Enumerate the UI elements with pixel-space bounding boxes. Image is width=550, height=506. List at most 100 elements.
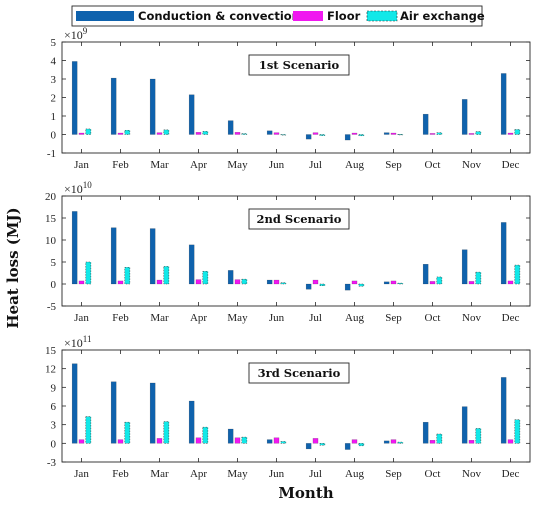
bar-conduction-aug [344,443,351,450]
bar-conduction-mar [149,228,156,285]
bar-conduction-mar [149,382,156,444]
bar-conduction-feb [110,227,117,285]
y-tick-label: 0 [51,279,57,291]
bar-air-oct [436,132,443,135]
bar-floor-dec [507,280,514,285]
bar-floor-oct [429,281,436,285]
x-tick-label-feb: Feb [112,312,129,324]
x-tick-label-apr: Apr [190,159,207,171]
panel-2nd-scenario: -5 0 5 10 15 20 ×1010 Jan Feb Mar Apr May Jun Jul Aug S… [45,180,531,324]
bar-air-aug [358,443,365,447]
bar-floor-jul [312,132,319,135]
bar-floor-feb [117,280,124,285]
bar-floor-jun [273,132,280,135]
y-tick-label: -5 [47,301,57,313]
bar-air-nov [475,428,482,444]
y-tick-label: 15 [45,213,57,225]
y-multiplier: ×1010 [64,180,92,196]
x-tick-label-aug: Aug [345,468,364,480]
x-tick-label-aug: Aug [345,159,364,171]
bar-floor-nov [468,133,475,135]
bar-floor-mar [156,132,163,135]
legend-swatch-floor [293,11,323,21]
legend-label-conduction: Conduction & convection [138,9,300,23]
bar-air-feb [124,421,131,444]
scenario-title-box-3rd [248,362,350,384]
scenario-title-box-1st [248,54,350,76]
bar-air-feb [124,267,131,285]
y-multiplier: ×109 [64,26,88,42]
bar-floor-apr [195,132,202,135]
bar-floor-feb [117,439,124,444]
plot-frame [61,195,531,307]
y-tick-label: -1 [47,148,56,160]
bar-floor-may [234,279,241,285]
bar-floor-jan [78,439,85,444]
x-tick-label-apr: Apr [190,312,207,324]
bar-floor-sep [390,439,397,444]
bar-floor-aug [351,280,358,285]
panel-1st-scenario: -1 0 1 2 3 4 5 ×109 Jan Feb Mar Apr May Jun Jul Aug Sep O… [47,26,531,171]
x-tick-label-nov: Nov [462,468,481,480]
bar-air-apr [202,131,209,135]
legend-swatch-air [366,10,398,22]
bar-air-jun [280,134,287,136]
x-tick-label-jul: Jul [309,312,322,324]
bar-conduction-jul [305,283,312,290]
bar-air-apr [202,426,209,444]
bar-air-sep [397,282,404,285]
x-tick-label-jun: Jun [269,159,285,171]
bar-air-nov [475,131,482,135]
bar-conduction-jun [266,439,273,444]
bar-air-aug [358,134,365,137]
x-tick-label-oct: Oct [425,159,441,171]
scenario-title-1st: 1st Scenario [259,58,340,72]
x-tick-label-jul: Jul [309,468,322,480]
bar-floor-mar [156,438,163,444]
bar-conduction-jul [305,443,312,450]
bar-conduction-dec [500,222,507,285]
x-tick-label-jul: Jul [309,159,322,171]
x-tick-label-feb: Feb [112,159,129,171]
bar-conduction-nov [461,406,468,444]
y-tick-label: 15 [45,345,57,357]
bar-conduction-sep [383,132,390,135]
legend-swatch-conduction [76,11,134,21]
bar-conduction-apr [188,244,195,285]
y-tick-label: 12 [45,364,56,376]
bar-floor-apr [195,279,202,285]
bar-floor-oct [429,133,436,135]
x-tick-label-dec: Dec [502,159,520,171]
bar-air-dec [514,129,521,135]
bar-conduction-mar [149,78,156,135]
panel-3rd-scenario: -3 0 3 6 9 12 15 ×1011 Jan Feb Mar Apr May Jun Jul Aug S… [45,334,531,480]
bar-air-nov [475,271,482,285]
x-tick-label-aug: Aug [345,312,364,324]
bar-conduction-jan [71,211,78,285]
bar-conduction-jun [266,130,273,135]
x-tick-label-oct: Oct [425,312,441,324]
bar-floor-aug [351,439,358,444]
x-tick-label-jan: Jan [74,159,89,171]
bar-conduction-jan [71,61,78,135]
x-tick-label-oct: Oct [425,468,441,480]
bar-floor-jul [312,438,319,444]
bar-conduction-dec [500,73,507,135]
bar-conduction-oct [422,264,429,285]
bar-air-may [241,436,248,444]
bar-air-jan [85,128,92,135]
x-tick-label-may: May [227,312,248,324]
scenario-title-2nd: 2nd Scenario [257,212,342,226]
scenario-title-box-2nd [248,208,350,230]
x-tick-label-apr: Apr [190,468,207,480]
y-tick-label: -3 [47,457,57,469]
bar-air-jun [280,441,287,444]
x-tick-label-mar: Mar [150,468,169,480]
x-tick-label-may: May [227,468,248,480]
bar-floor-jun [273,437,280,444]
plot-frame [61,41,531,154]
bar-air-jan [85,416,92,444]
bar-floor-jan [78,132,85,135]
bar-floor-jun [273,279,280,285]
